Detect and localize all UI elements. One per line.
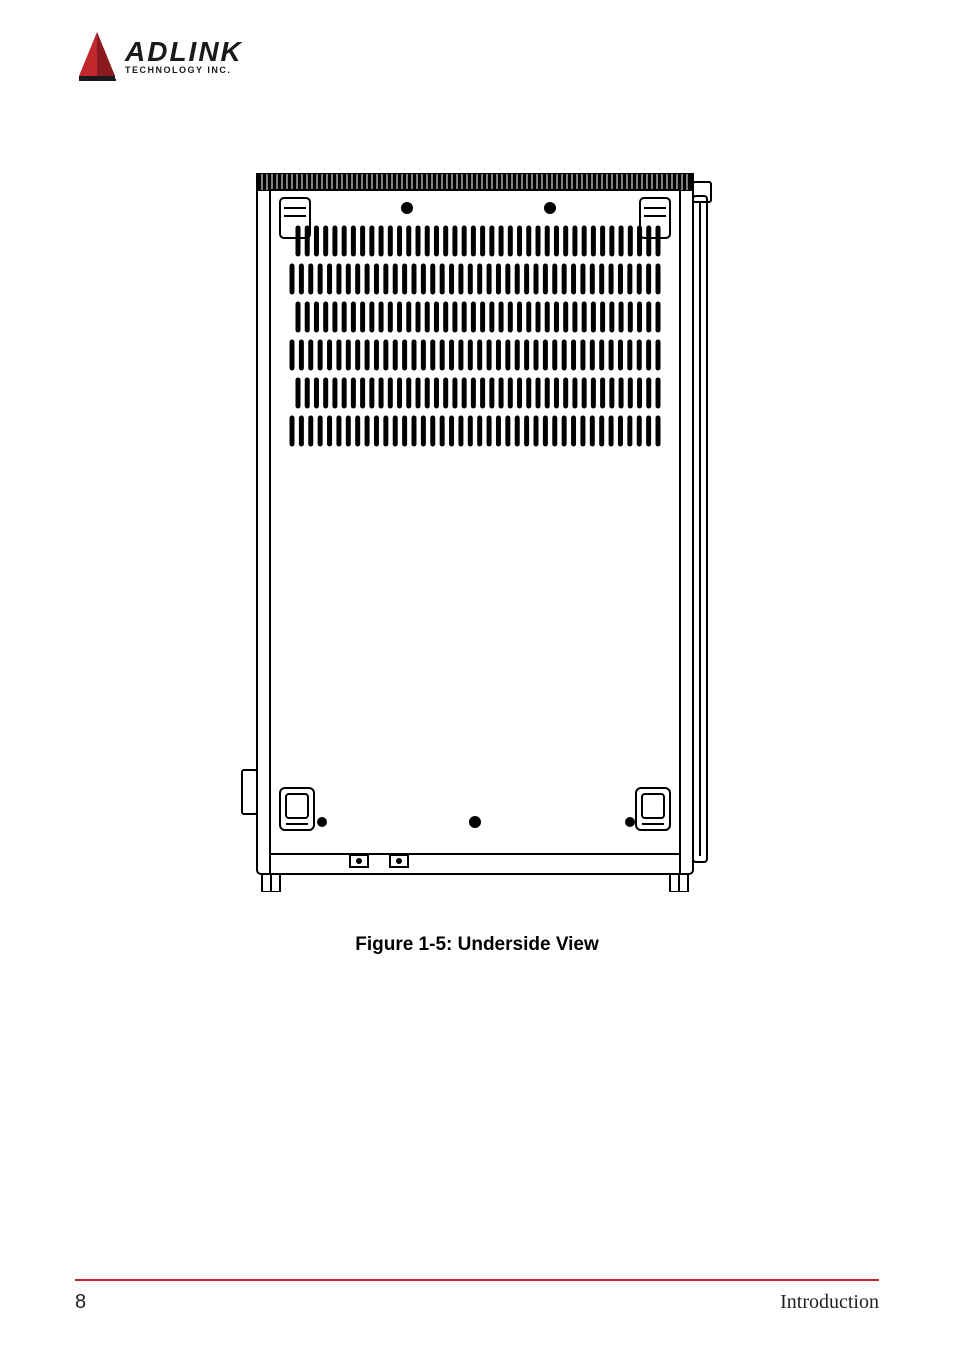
page-footer: 8 Introduction: [75, 1279, 879, 1314]
logo-triangle-icon: [75, 30, 119, 82]
underside-view-diagram: [232, 162, 722, 892]
logo-text: ADLINK TECHNOLOGY INC.: [125, 38, 243, 75]
section-name: Introduction: [780, 1291, 879, 1314]
logo: ADLINK TECHNOLOGY INC.: [75, 30, 879, 82]
logo-sub-text: TECHNOLOGY INC.: [125, 66, 243, 75]
figure-caption: Figure 1-5: Underside View: [355, 934, 599, 956]
figure-container: Figure 1-5: Underside View: [75, 162, 879, 1279]
logo-main-text: ADLINK: [125, 38, 243, 66]
page-number: 8: [75, 1291, 86, 1314]
